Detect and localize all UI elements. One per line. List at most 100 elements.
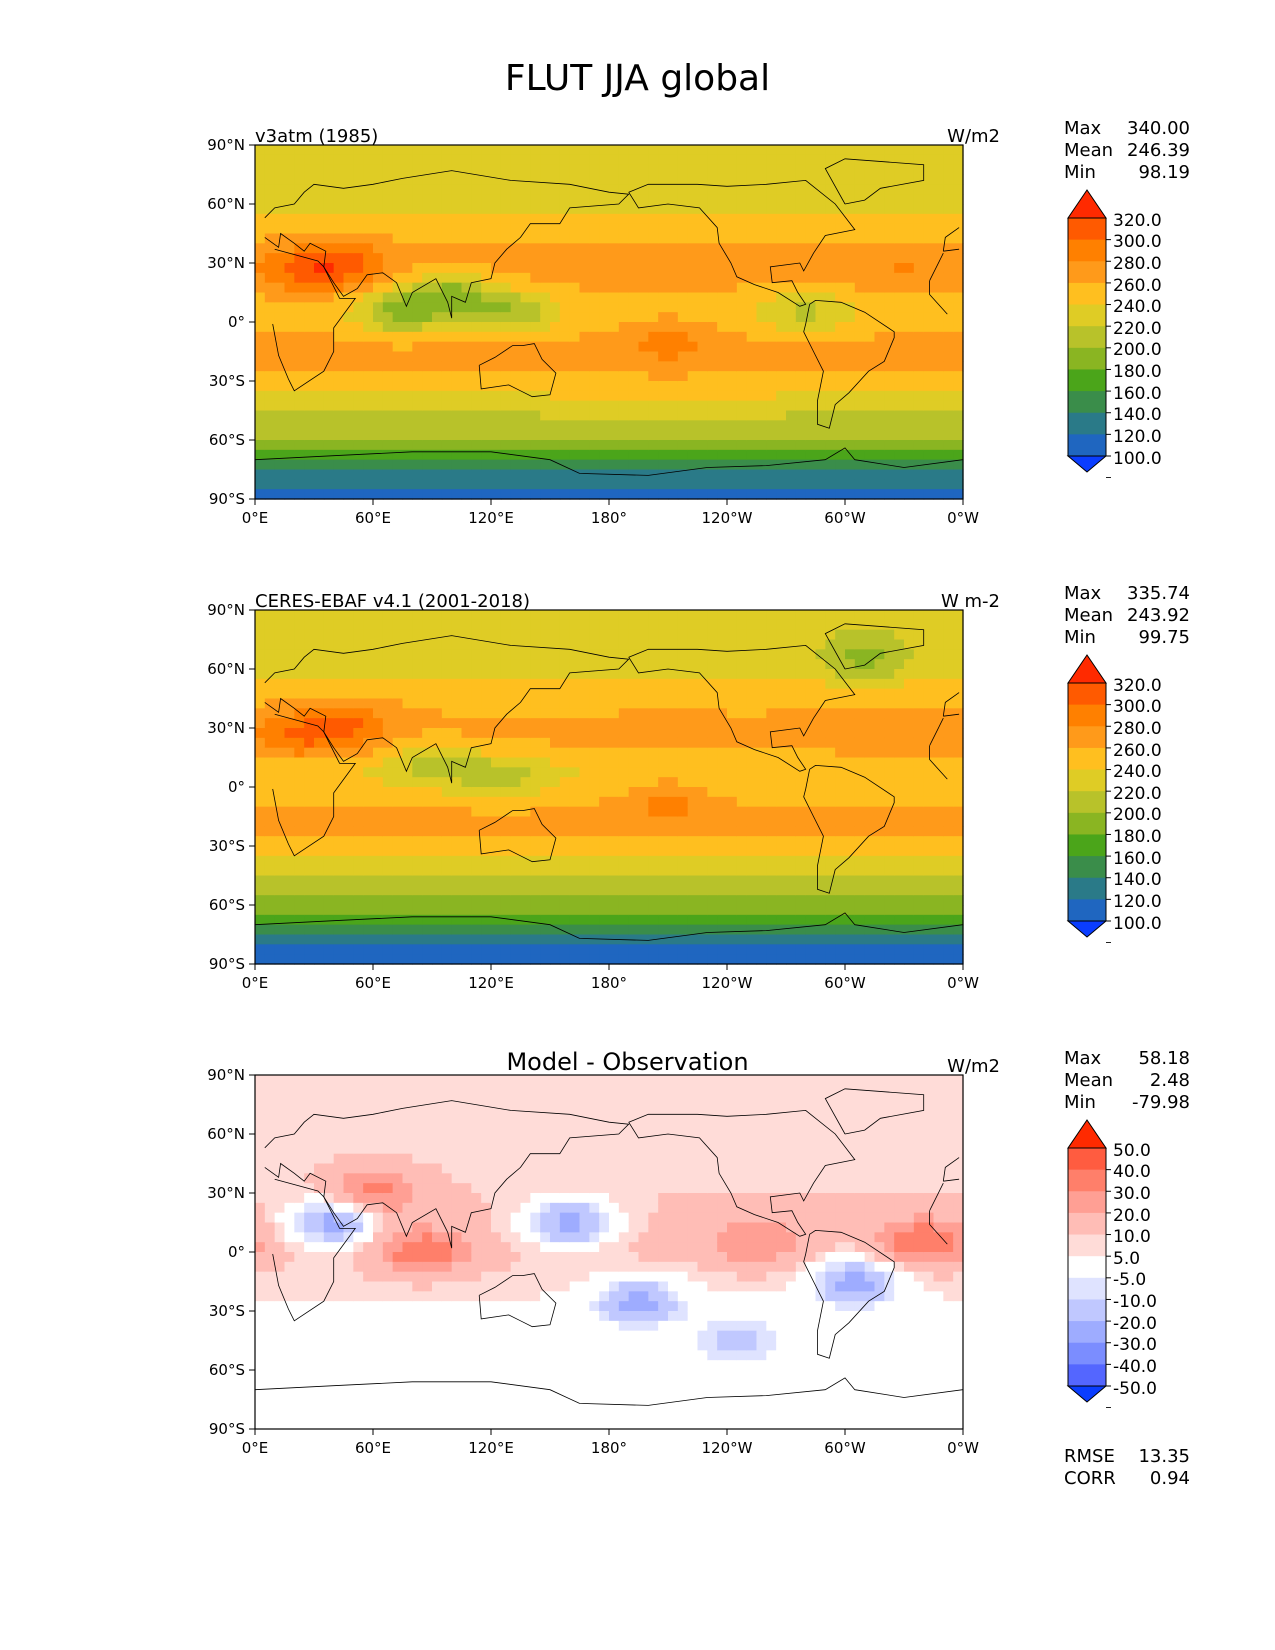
field-cell [461,341,472,353]
field-cell [766,787,777,798]
field-cell [687,757,699,768]
field-cell [540,865,551,877]
field-cell [786,440,797,451]
field-cell [727,381,738,392]
field-cell [559,351,571,362]
field-cell [628,737,640,749]
field-cell [717,836,728,847]
field-cell [717,213,728,225]
field-cell [933,449,944,461]
field-cell [343,836,354,847]
field-cell [746,223,758,235]
field-cell [520,826,531,837]
field-cell [638,440,649,451]
field-cell [530,747,541,759]
field-cell [864,757,876,768]
field-cell [402,737,413,749]
field-cell [835,767,846,778]
field-cell [264,420,276,431]
field-cell [717,302,728,313]
field-cell [589,243,600,254]
field-cell [628,610,640,621]
field-cell [461,302,472,313]
field-cell [481,698,492,709]
field-cell [471,826,482,837]
field-cell [520,194,531,205]
field-cell [441,263,453,274]
field-cell [618,341,630,353]
field-cell [845,639,856,650]
field-cell [579,381,590,392]
field-cell [491,420,502,431]
field-cell [589,331,600,343]
field-cell [589,639,600,650]
field-cell [540,489,551,500]
field-cell [854,787,866,798]
field-cell [746,459,758,471]
field-cell [923,204,935,215]
field-cell [343,924,354,936]
field-cell [628,145,640,156]
field-cell [550,233,561,244]
field-cell [284,145,295,156]
field-cell [451,855,463,867]
field-cell [884,649,895,660]
field-cell [569,688,581,700]
field-cell [717,322,728,333]
field-cell [913,233,925,244]
field-cell [382,184,394,195]
field-cell [618,223,630,235]
field-cell [638,836,649,847]
field-cell [392,184,404,195]
field-cell [471,302,482,313]
field-cell [609,826,620,837]
field-cell [402,619,413,631]
field-cell [432,855,443,867]
field-cell [668,728,679,739]
field-cell [550,924,561,936]
field-cell [314,855,325,867]
field-cell [815,194,826,205]
field-cell [422,361,433,372]
field-cell [412,164,423,176]
field-cell [707,204,718,215]
field-cell [825,164,836,176]
field-cell [274,619,286,631]
field-cell [953,322,964,333]
field-cell [618,659,630,670]
field-cell [589,459,600,471]
field-cell [264,747,276,759]
field-cell [815,390,826,402]
field-cell [579,233,590,244]
field-cell [835,914,846,926]
field-cell [294,312,305,323]
field-cell [432,381,443,392]
field-cell [323,865,335,877]
field-cell [500,410,512,421]
field-cell [461,253,472,264]
field-cell [845,351,856,362]
field-cell [569,737,581,749]
field-cell [687,914,699,926]
field-cell [471,253,482,264]
field-cell [894,351,905,362]
field-cell [805,728,817,739]
field-cell [727,737,738,749]
field-cell [481,796,492,808]
field-cell [264,253,276,264]
field-cell [314,489,325,500]
field-cell [530,944,541,955]
field-cell [854,826,866,837]
field-cell [294,243,305,254]
field-cell [333,826,345,837]
field-cell [618,351,630,362]
field-cell [795,164,807,176]
field-cell [805,619,817,631]
field-cell [845,253,856,264]
field-cell [786,698,797,709]
field-cell [805,371,817,382]
field-cell [353,400,364,412]
field-cell [589,610,600,621]
field-cell [579,469,590,480]
field-cell [284,718,295,729]
